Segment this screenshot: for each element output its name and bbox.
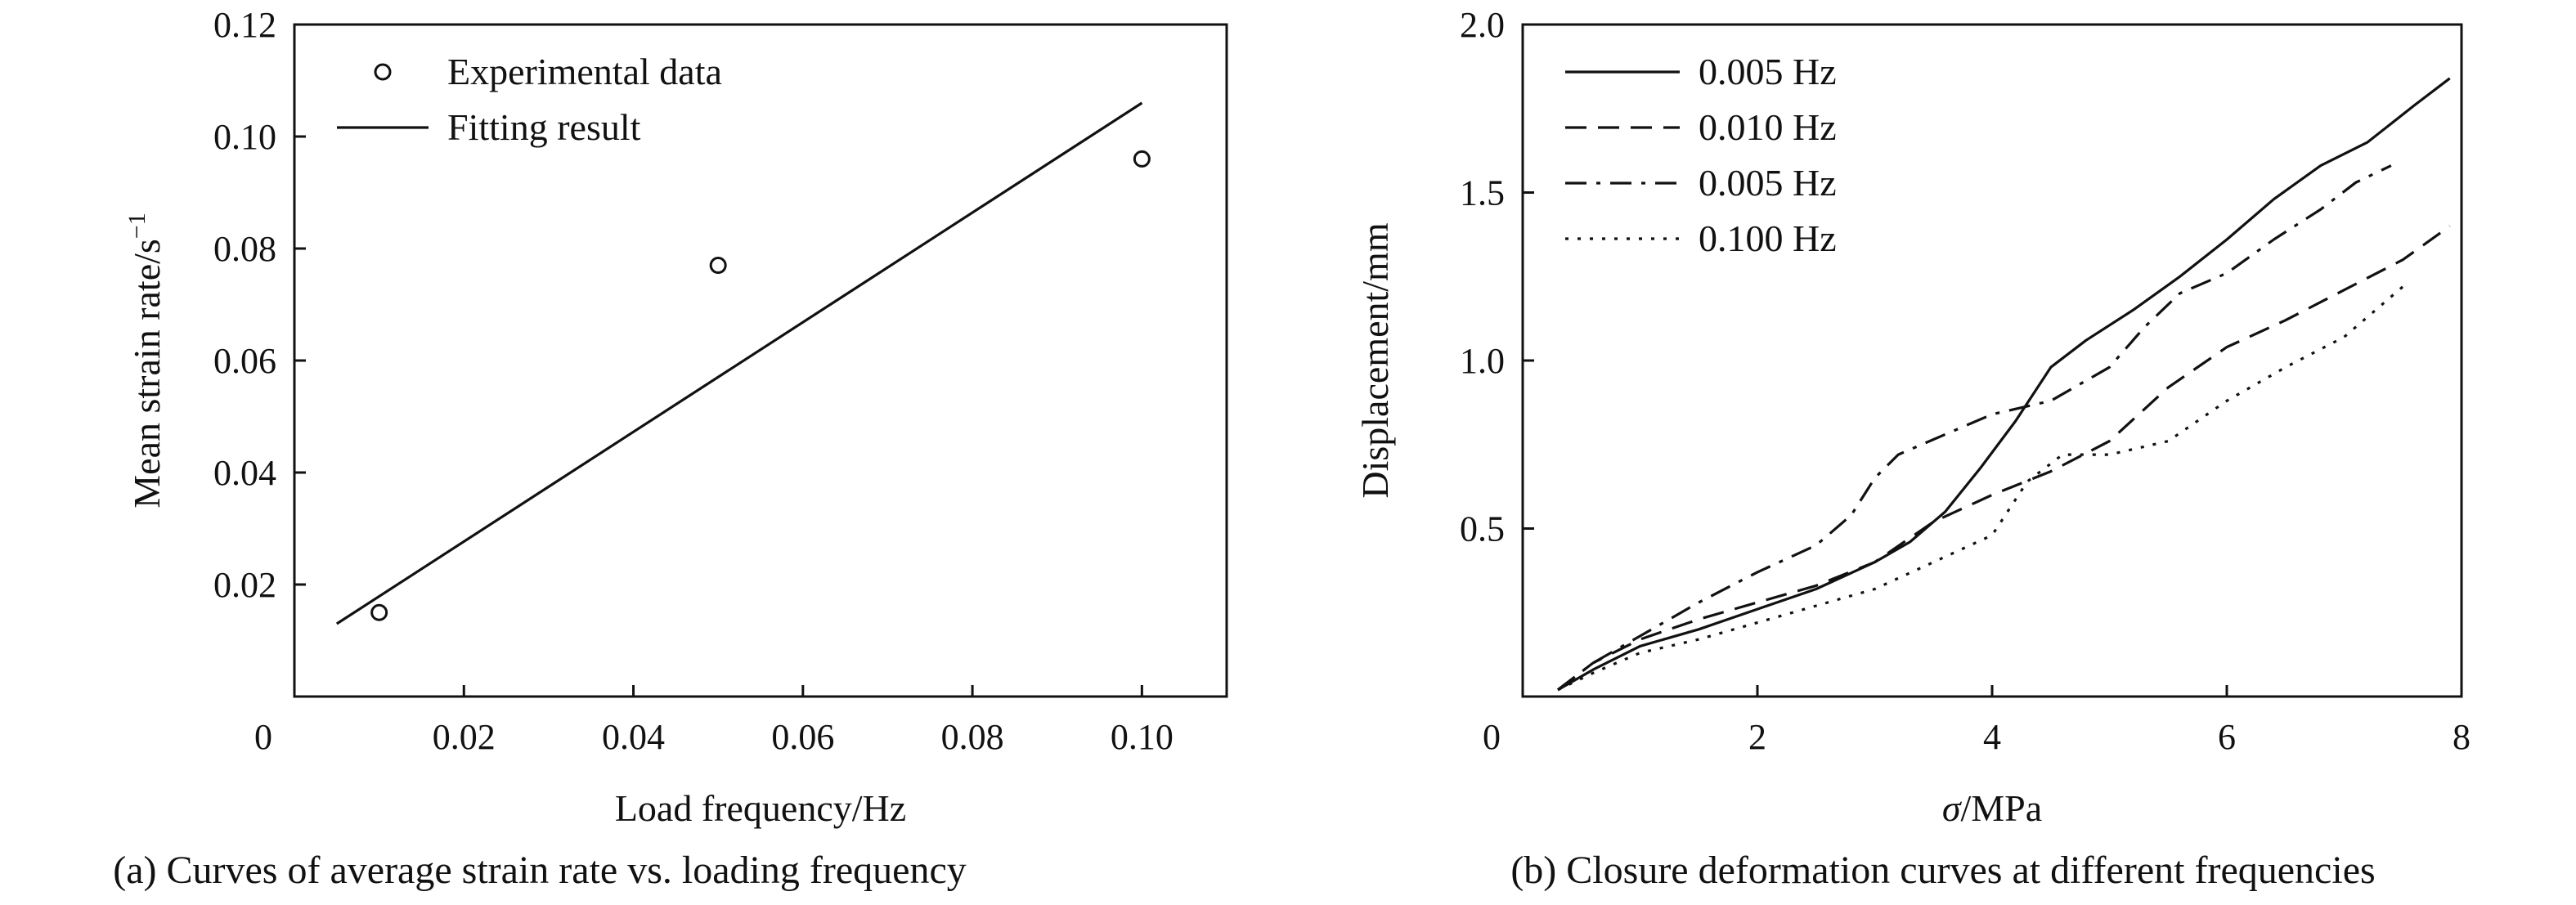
chart-b-series-1-line <box>1557 77 2451 692</box>
chart-a-x-tick-label: 0.06 <box>771 717 834 757</box>
chart-b-y-tick-label: 1.0 <box>1460 341 1505 381</box>
chart-a-series-1-point <box>709 257 727 275</box>
chart-a-caption: (a) Curves of average strain rate vs. lo… <box>113 849 967 892</box>
chart-a-y-tick-label: 0.08 <box>213 229 276 269</box>
chart-b-legend: 0.005 Hz 0.010 Hz 0.005 Hz 0.100 Hz <box>1565 51 1837 259</box>
chart-a-y-tick-label: 0.04 <box>213 453 276 493</box>
chart-a-x-axis-label: Load frequency/Hz <box>615 787 906 829</box>
chart-a-y-tick-label: 0.10 <box>213 117 276 157</box>
chart-b-x-tick-label: 8 <box>2453 717 2471 757</box>
chart-a-x-tick-label: 0.02 <box>433 717 496 757</box>
chart-a-data <box>335 101 1151 625</box>
chart-a-legend-marker <box>374 63 392 81</box>
chart-a-legend-label: Fitting result <box>447 106 641 148</box>
chart-b-plot-frame <box>1521 23 2463 698</box>
chart-b-ticks: 0 2 4 6 8 0.5 1.0 1.5 2.0 <box>1460 5 2471 757</box>
chart-a-y-axis-label-exponent: −1 <box>123 213 150 239</box>
chart-a-series-1-point <box>370 603 388 621</box>
chart-a-y-tick-label: 0.12 <box>213 5 276 45</box>
chart-b: 0 2 4 6 80.51.01.52.0 0.005 Hz0.010 Hz0.005 … <box>1354 5 2471 892</box>
chart-b-y-tick-label: 1.5 <box>1460 173 1505 213</box>
chart-b-legend-label: 0.005 Hz <box>1699 51 1837 92</box>
chart-a-series-1-point <box>1133 150 1151 168</box>
chart-a-x-tick-label: 0.10 <box>1111 717 1174 757</box>
chart-b-legend-label: 0.100 Hz <box>1699 217 1837 259</box>
chart-a-x-tick-label: 0 <box>254 717 272 757</box>
chart-a: 0 0.02 0.04 0.06 0.08 0.10 0.02 0.04 0.06 0.08 0.1… <box>113 5 1228 892</box>
chart-b-x-tick-label: 6 <box>2218 717 2236 757</box>
chart-b-x-tick-label: 0 <box>1483 717 1501 757</box>
chart-b-data <box>1557 77 2451 692</box>
chart-b-series-4-line <box>1557 285 2404 692</box>
chart-b-x-axis-label: σ/MPa <box>1942 787 2042 829</box>
chart-b-x-axis-label-symbol: σ <box>1942 787 1963 829</box>
chart-b-legend-label: 0.010 Hz <box>1699 106 1837 148</box>
chart-a-y-tick-label: 0.02 <box>213 565 276 605</box>
chart-b-y-tick-label: 0.5 <box>1460 509 1505 549</box>
chart-b-x-tick-label: 2 <box>1748 717 1766 757</box>
chart-a-y-tick-label: 0.06 <box>213 341 276 381</box>
chart-a-ticks: 0 0.02 0.04 0.06 0.08 0.10 0.02 0.04 0.06 0.08 0.1… <box>213 5 1174 757</box>
chart-a-y-axis-label-main: Mean strain rate/s <box>126 239 168 509</box>
chart-a-legend-label: Experimental data <box>447 51 722 92</box>
chart-a-plot-frame <box>293 23 1228 698</box>
chart-b-series-3-line <box>1557 164 2392 692</box>
chart-a-series-2-line <box>335 101 1143 625</box>
chart-a-x-tick-label: 0.04 <box>602 717 665 757</box>
chart-a-y-axis-label: Mean strain rate/s−1 <box>123 213 168 508</box>
chart-b-x-tick-label: 4 <box>1983 717 2001 757</box>
chart-b-y-tick-label: 2.0 <box>1460 5 1505 45</box>
chart-a-x-tick-label: 0.08 <box>941 717 1004 757</box>
chart-b-x-axis-label-unit: /MPa <box>1961 787 2043 829</box>
chart-b-legend-label: 0.005 Hz <box>1699 162 1837 204</box>
chart-b-y-axis-label: Displacement/mm <box>1354 222 1396 498</box>
chart-b-series-2-line <box>1557 225 2451 692</box>
chart-a-legend: Experimental data Fitting result <box>337 51 722 148</box>
chart-b-caption: (b) Closure deformation curves at differ… <box>1510 849 2375 892</box>
